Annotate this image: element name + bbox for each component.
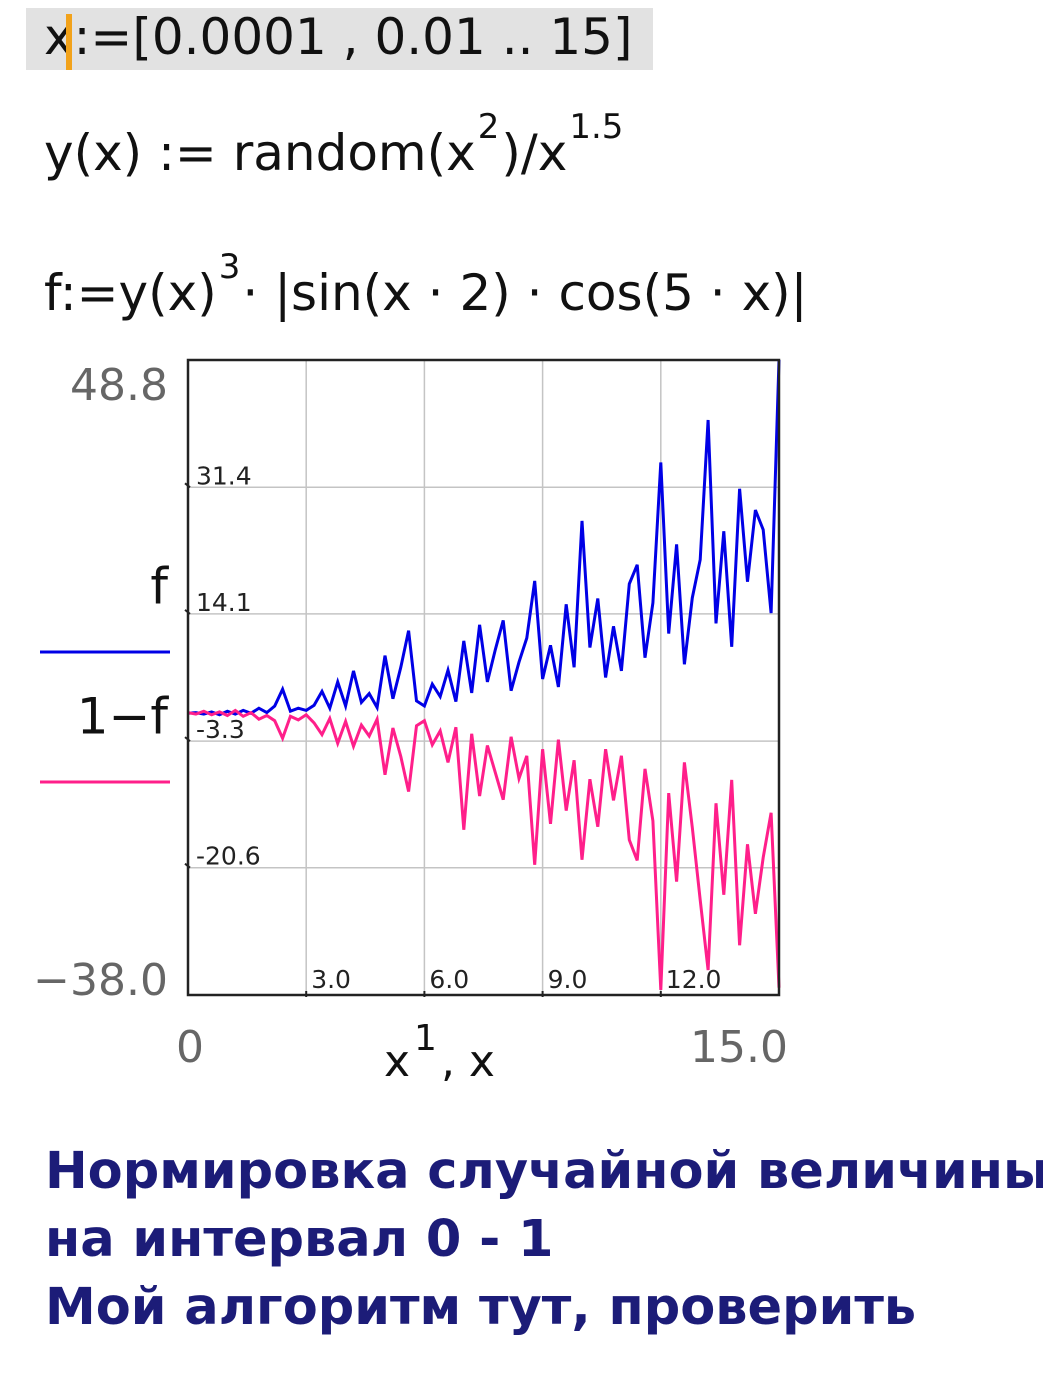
x-tick-label: 6.0: [429, 965, 469, 994]
caption-line: на интервал 0 - 1: [45, 1210, 554, 1269]
y-tick-label: -3.3: [196, 715, 245, 744]
formula-text: , x: [440, 1036, 495, 1087]
formula-text: )/x: [501, 124, 568, 182]
formula-text: f:=y(x): [44, 264, 217, 322]
y-tick-label: 31.4: [196, 461, 252, 490]
superscript: 2: [477, 107, 500, 147]
y-tick-label: 14.1: [196, 588, 252, 617]
x-tick-label: 3.0: [311, 965, 351, 994]
y-tick-label: -20.6: [196, 842, 261, 871]
superscript: 3: [218, 247, 241, 287]
formula-range[interactable]: x:=[0.0001 , 0.01 .. 15]: [26, 8, 653, 70]
x-tick-label: 12.0: [666, 965, 722, 994]
caption-line: Мой алгоритм тут, проверить: [45, 1278, 917, 1337]
legend-label: 1−f: [77, 688, 170, 746]
x-limit-label: 15.0: [690, 1022, 788, 1073]
formula-text: y(x) := random(x: [44, 124, 476, 182]
series-line: [187, 708, 781, 990]
series-line: [187, 359, 781, 717]
x-tick-label: 9.0: [548, 965, 588, 994]
plot-frame: [186, 358, 781, 997]
formula-y[interactable]: y(x) := random(x2)/x1.5: [44, 110, 625, 178]
formula-f[interactable]: f:=y(x)3· |sin(x · 2) · cos(5 · x)|: [44, 250, 808, 318]
legend-label: f: [150, 558, 169, 616]
formula-text: x:=[0.0001 , 0.01 .. 15]: [44, 8, 633, 66]
formula-text: x: [384, 1036, 411, 1087]
caption-line: Нормировка случайной величины: [45, 1142, 1043, 1201]
formula-text: · |sin(x · 2) · cos(5 · x)|: [242, 264, 808, 322]
y-limit-label: 48.8: [70, 360, 168, 411]
x-axis-label: x 1, x: [384, 1021, 495, 1084]
y-limit-label: −38.0: [33, 955, 168, 1006]
x-limit-label: 0: [176, 1022, 204, 1073]
superscript: 1.5: [569, 107, 624, 147]
superscript: 1: [414, 1018, 437, 1059]
